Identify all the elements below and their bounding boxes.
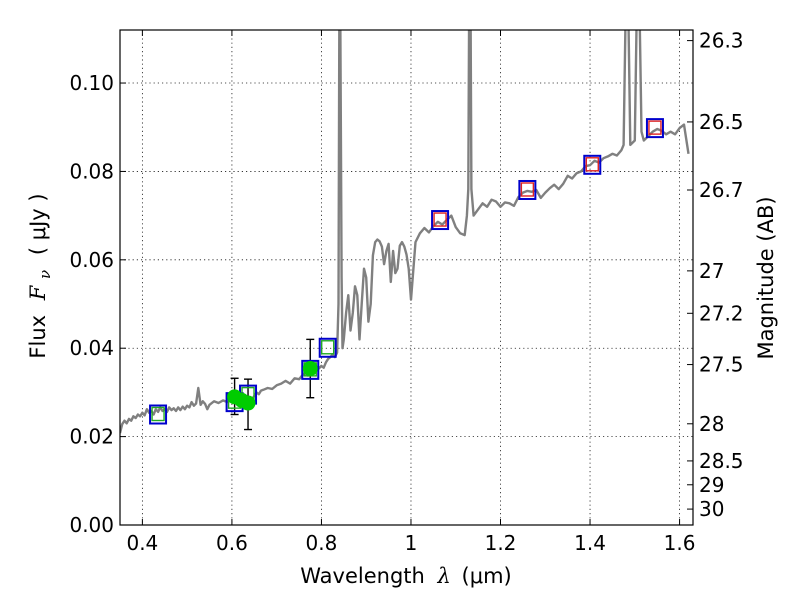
spectrum-line [120, 30, 690, 434]
y2-tick-label: 26.7 [699, 178, 744, 202]
x-tick-label: 0.6 [216, 531, 248, 555]
y-tick-label: 0.10 [69, 71, 114, 95]
x-axis-label-text: Wavelength [300, 564, 425, 588]
y2-tick-label: 29 [699, 473, 724, 497]
y-tick-label: 0.04 [69, 336, 114, 360]
axes-layer: 0.4 0.6 0.8 1 1.2 1.4 1.6 0.00 0.02 0.04 0.06 0.08 0… [69, 29, 743, 555]
y-axis-label-symbol: F [26, 284, 50, 301]
x-axis-label: Wavelength λ (μm) [300, 564, 511, 588]
y-tick-label: 0.02 [69, 425, 114, 449]
y-axis-label-text: Flux [26, 315, 50, 359]
y-tick-label: 0.00 [69, 513, 114, 537]
x-axis-label-symbol: λ [437, 564, 451, 588]
model-point-optical-inner [151, 406, 165, 422]
y-axis-label: Flux F ν ( μJy ) [26, 193, 55, 358]
model-point-nir-inner [648, 120, 662, 135]
y-axis-label-subscript: ν [36, 270, 54, 279]
y2-tick-label: 28.5 [699, 449, 744, 473]
y2-tick-label: 27.5 [699, 353, 744, 377]
model-point-optical-outer [318, 337, 337, 358]
x-tick-label: 0.4 [126, 531, 158, 555]
x-tick-label: 1 [405, 531, 418, 555]
x-tick-label: 1.6 [664, 531, 696, 555]
y2-tick-label: 28 [699, 412, 724, 436]
y2-tick-label: 26.5 [699, 110, 744, 134]
x-tick-label: 1.4 [574, 531, 606, 555]
y-axis-label-unit: ( μJy ) [26, 193, 50, 255]
model-point-nir-inner [433, 212, 447, 227]
model-point-nir-outer [431, 210, 450, 231]
y2-tick-label: 30 [699, 497, 724, 521]
model-point-optical-outer [301, 359, 320, 380]
y2-tick-label: 27 [699, 259, 724, 283]
model-point-optical-outer [149, 404, 168, 425]
y2-axis-label: Magnitude (AB) [754, 196, 778, 359]
model-point-nir-outer [645, 118, 664, 139]
model-point-optical-inner [321, 340, 335, 355]
y2-tick-label: 27.2 [699, 301, 744, 325]
y-tick-label: 0.08 [69, 159, 114, 183]
model-point-nir-outer [518, 179, 537, 200]
model-point-nir-inner [585, 157, 599, 172]
model-point-nir-inner [520, 182, 535, 197]
observed-point [240, 395, 256, 411]
observed-point [302, 361, 318, 377]
data-layer [120, 30, 690, 434]
y-tick-label: 0.06 [69, 248, 114, 272]
model-point-nir-outer [583, 154, 602, 175]
x-tick-label: 0.8 [306, 531, 338, 555]
x-tick-label: 1.2 [485, 531, 517, 555]
y2-tick-label: 26.3 [699, 29, 744, 53]
plot-frame [119, 29, 694, 526]
x-axis-label-unit: (μm) [462, 564, 512, 588]
